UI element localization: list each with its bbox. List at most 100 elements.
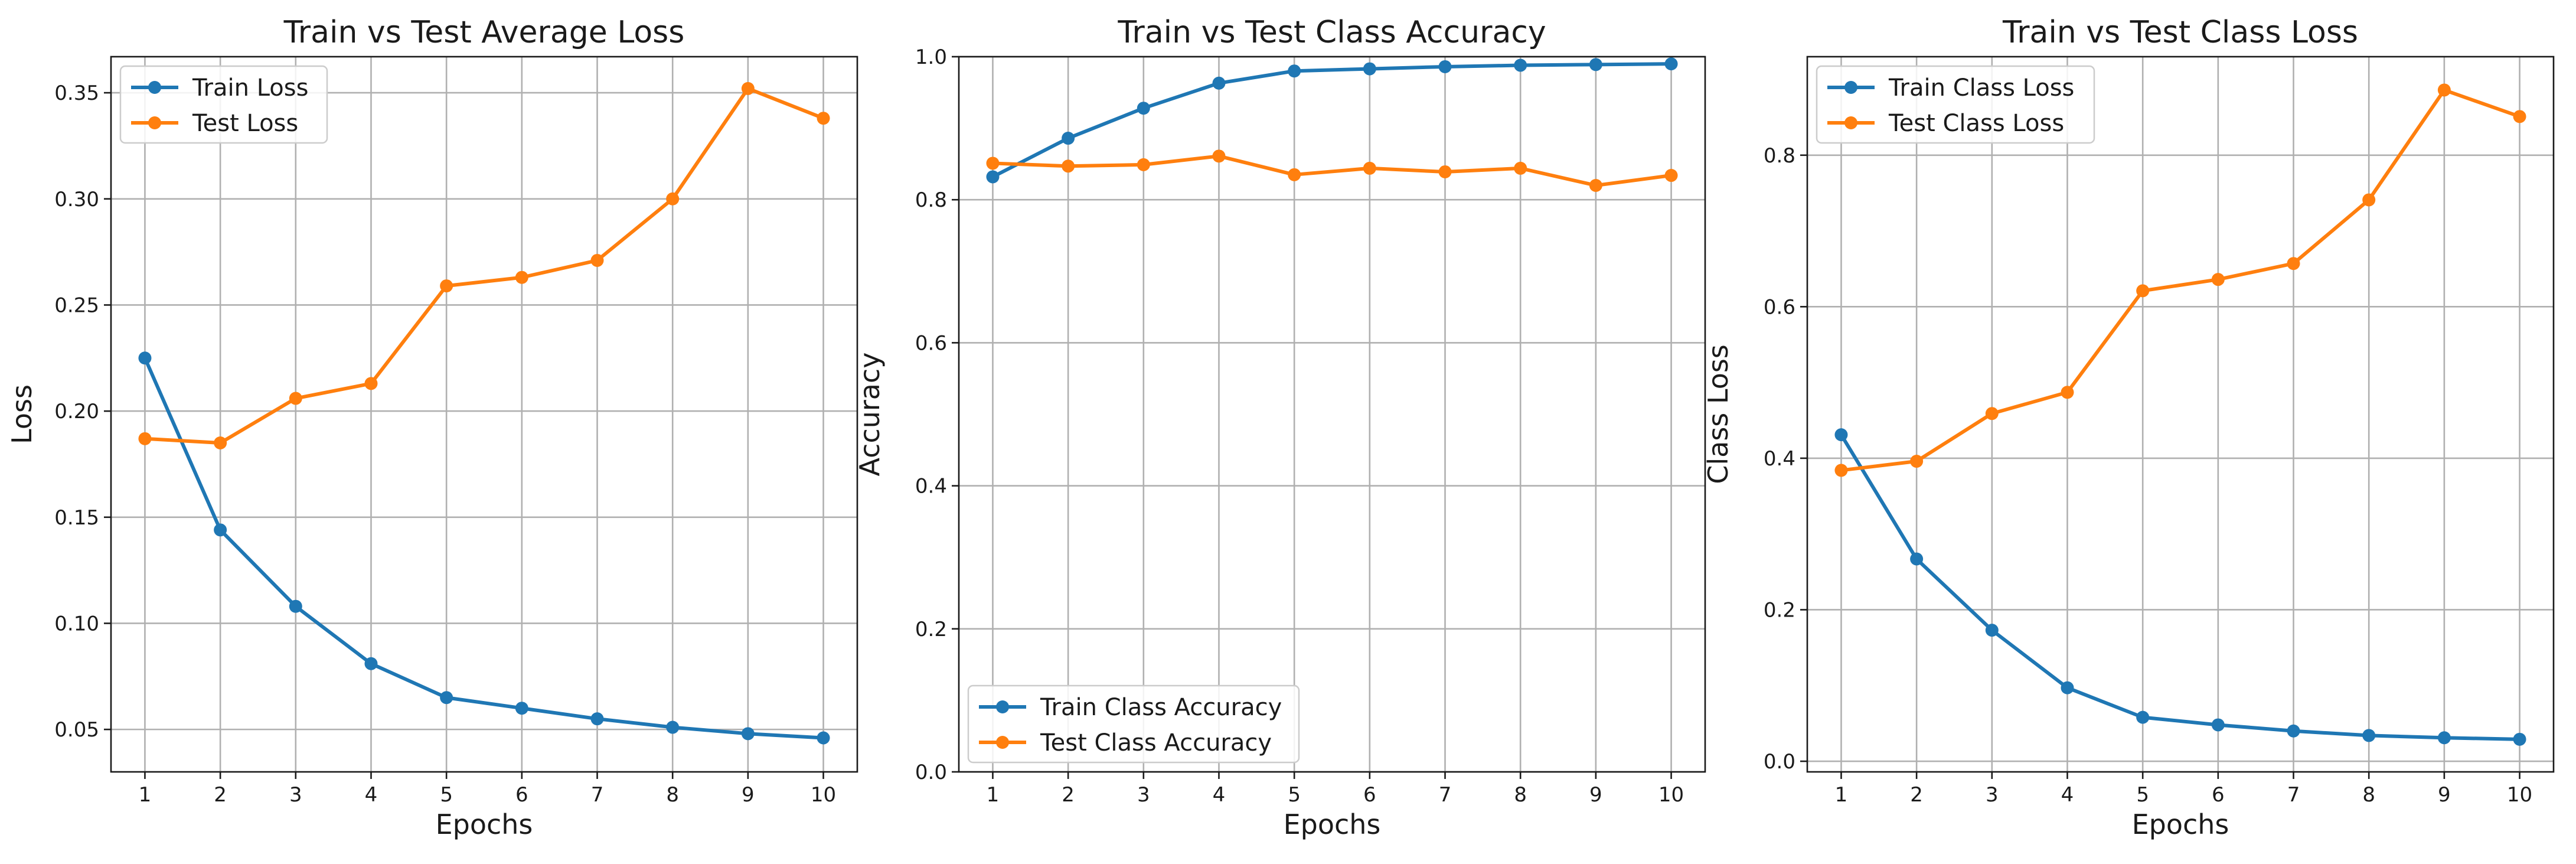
legend-box [1816,65,2095,144]
x-tick-label: 2 [1910,783,1923,807]
x-tick-label: 6 [515,783,528,807]
x-tick-label: 3 [1986,783,1999,807]
y-tick-label: 0.35 [54,81,99,105]
x-tick-label: 2 [214,783,227,807]
data-point [2513,110,2526,123]
data-point [2136,710,2150,724]
data-point [817,112,830,125]
legend-entry: Train Loss [192,74,308,102]
y-axis-label: Accuracy [854,352,886,476]
x-axis-label: Epochs [2132,808,2229,840]
data-point [2362,729,2376,742]
data-point [515,270,528,284]
x-tick-label: 5 [2136,783,2149,807]
data-point [1137,158,1150,171]
y-tick-label: 1.0 [915,45,947,69]
y-tick-label: 0.8 [1764,144,1795,168]
x-tick-label: 9 [742,783,755,807]
data-point [1363,161,1376,175]
legend-swatch-marker [996,736,1009,749]
data-point [364,377,378,390]
y-tick-label: 0.2 [1764,598,1795,622]
data-point [214,523,227,537]
x-tick-label: 6 [1363,783,1376,807]
chart-title: Train vs Test Class Accuracy [1117,15,1546,50]
x-tick-label: 4 [365,783,378,807]
data-point [515,702,528,715]
data-point [2136,284,2150,298]
data-point [2061,681,2074,695]
y-tick-label: 0.4 [915,475,947,498]
data-point [289,599,302,613]
data-point [2513,732,2526,746]
y-tick-label: 0.15 [54,506,99,530]
y-tick-label: 0.05 [54,718,99,742]
legend-entry: Test Class Accuracy [1040,729,1272,757]
series-line-2 [992,154,1671,187]
x-tick-label: 8 [2362,783,2375,807]
y-tick-label: 0.6 [1764,295,1795,319]
x-tick-label: 5 [440,783,453,807]
data-point [1910,552,1924,566]
data-point [1137,102,1150,115]
x-tick-label: 8 [1514,783,1527,807]
data-point [1062,159,1075,173]
legend: Train Class Loss Test Class Loss [1816,65,2095,144]
chart-title: Train vs Test Average Loss [283,15,685,50]
data-point [1985,624,1999,637]
legend-box [967,684,1300,764]
x-tick-label: 4 [1213,783,1226,807]
data-point [1834,464,1848,477]
series-line-1 [143,357,824,740]
data-point [1514,58,1527,72]
y-axis-label: Loss [6,384,38,444]
data-point [741,727,755,741]
data-point [1834,428,1848,442]
series-line-2 [1841,88,2521,472]
data-point [2287,257,2300,270]
y-tick-label: 0.10 [54,612,99,635]
x-tick-label: 6 [2212,783,2225,807]
chart-panel-2: 1 2 3 4 5 6 7 8 9 10 0.0 0.2 0.4 0.6 0.8 1.0 Train vs Te… [854,15,1706,840]
legend-swatch-marker [148,116,161,129]
legend: Train Loss Test Loss [119,65,328,144]
legend-swatch-marker [996,700,1009,713]
x-tick-label: 2 [1062,783,1075,807]
data-point [2437,83,2451,97]
x-tick-label: 7 [2287,783,2300,807]
chart-panel-1: 1 2 3 4 5 6 7 8 9 10 0.05 0.10 0.15 0.20 0.25 0.30 0.35 T… [6,15,858,840]
legend-swatch-marker [148,81,161,94]
x-tick-label: 10 [1658,783,1684,807]
data-point [1664,57,1678,71]
legend-entry: Test Class Loss [1888,110,2064,137]
x-tick-label: 5 [1288,783,1301,807]
data-point [1910,455,1924,468]
legend: Train Class Accuracy Test Class Accuracy [967,684,1300,764]
data-point [741,81,755,95]
y-axis-label: Class Loss [1702,344,1734,484]
data-point [364,657,378,670]
data-point [2061,386,2074,399]
y-tick-label: 0.25 [54,294,99,317]
x-tick-label: 3 [1137,783,1150,807]
y-tick-label: 0.0 [1764,750,1795,774]
x-axis-label: Epochs [436,808,533,840]
data-point [138,432,152,445]
data-point [1514,161,1527,175]
data-point [2211,273,2225,286]
chart-title: Train vs Test Class Loss [2002,15,2358,50]
data-point [666,192,680,206]
data-point [1664,169,1678,182]
data-point [986,157,1000,170]
x-tick-label: 9 [1589,783,1602,807]
data-point [590,253,604,267]
data-point [986,170,1000,184]
chart-panel-3: 1 2 3 4 5 6 7 8 9 10 0.0 0.2 0.4 0.6 0.8 Train vs Test … [1702,15,2555,840]
data-point [214,436,227,450]
x-tick-label: 1 [139,783,152,807]
x-axis-label: Epochs [1284,808,1381,840]
x-tick-label: 7 [1439,783,1452,807]
data-point [289,392,302,405]
data-point [666,720,680,734]
